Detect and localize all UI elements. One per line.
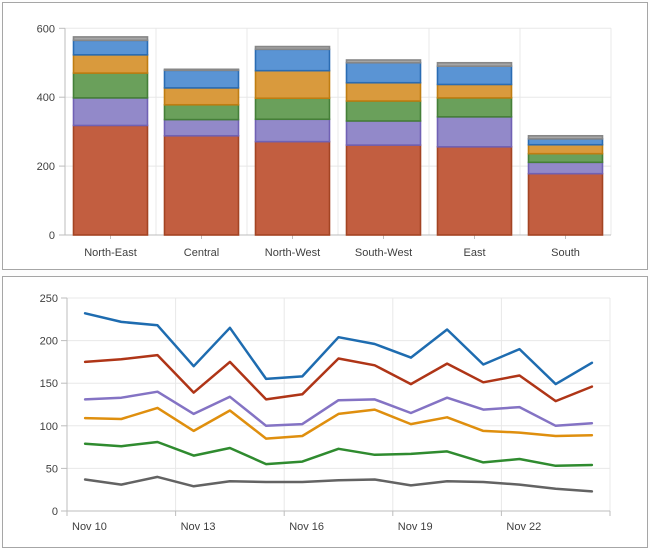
bar-segment-purple[interactable] <box>163 118 240 137</box>
bar-segment-green[interactable] <box>254 97 331 121</box>
y-axis-tick-label: 400 <box>37 92 55 104</box>
bar-segment-gray[interactable] <box>527 134 604 140</box>
y-axis-tick-label: 150 <box>40 378 58 390</box>
y-axis-tick-label: 50 <box>46 463 58 475</box>
stacked-bar-chart: 0 200 400 600 North-East Central North-West Sou… <box>37 23 612 259</box>
bar-segment-purple[interactable] <box>527 161 604 175</box>
bar-segment-green[interactable] <box>72 72 149 99</box>
bar-segment-gray[interactable] <box>345 59 422 64</box>
bar-segment-brown[interactable] <box>436 146 513 236</box>
x-axis-tick-label: Nov 13 <box>181 521 216 533</box>
bar-segment-brown[interactable] <box>163 134 240 236</box>
bar-segment-brown[interactable] <box>527 172 604 236</box>
bar-segment-purple[interactable] <box>72 97 149 127</box>
x-axis-category-label: Central <box>184 247 219 259</box>
line-series-orange[interactable] <box>83 406 594 440</box>
y-axis-tick-label: 600 <box>37 23 55 35</box>
line-series-purple[interactable] <box>83 390 594 428</box>
line-series-blue[interactable] <box>83 312 594 386</box>
bar-segment-blue[interactable] <box>72 39 149 56</box>
bar-segment-orange[interactable] <box>345 81 422 102</box>
x-axis-category-label: North-West <box>265 247 320 259</box>
bar-segment-orange[interactable] <box>527 143 604 155</box>
bar-segment-blue[interactable] <box>436 65 513 86</box>
bar-segment-gray[interactable] <box>72 36 149 42</box>
bar-segment-blue[interactable] <box>163 69 240 89</box>
bar-segment-brown[interactable] <box>72 124 149 236</box>
x-axis-category-label: South-West <box>355 247 412 259</box>
bar-segment-gray[interactable] <box>436 61 513 67</box>
bar-segment-green[interactable] <box>436 97 513 118</box>
line-series-red[interactable] <box>83 353 594 403</box>
bar-segment-blue[interactable] <box>345 61 422 84</box>
bar-segment-blue[interactable] <box>527 138 604 146</box>
x-axis-tick-label: Nov 22 <box>506 521 541 533</box>
line-chart: 0 50 100 150 200 250 Nov 10 Nov 13 Nov 16 Nov 19 N… <box>40 293 611 533</box>
y-axis-tick-label: 0 <box>52 506 58 518</box>
x-axis-tick-label: Nov 19 <box>398 521 433 533</box>
y-axis-tick-label: 200 <box>40 336 58 348</box>
x-axis-category-label: South <box>551 247 580 259</box>
bar-segment-purple[interactable] <box>345 120 422 146</box>
bar-segment-purple[interactable] <box>436 116 513 148</box>
y-axis-tick-label: 0 <box>49 230 55 242</box>
bar-segment-orange[interactable] <box>163 87 240 106</box>
bar-segment-orange[interactable] <box>254 69 331 100</box>
bar-segment-green[interactable] <box>345 100 422 122</box>
x-axis-tick-label: Nov 16 <box>289 521 324 533</box>
bar-segment-brown[interactable] <box>345 144 422 236</box>
line-series-gray[interactable] <box>83 475 594 493</box>
bar-segment-green[interactable] <box>163 103 240 121</box>
bar-segment-brown[interactable] <box>254 140 331 236</box>
stacked-bar-chart-panel: 0 200 400 600 North-East Central North-West Sou… <box>2 2 648 270</box>
y-axis-tick-label: 100 <box>40 421 58 433</box>
line-chart-panel: 0 50 100 150 200 250 Nov 10 Nov 13 Nov 16 Nov 19 N… <box>2 276 648 548</box>
x-axis-tick-label: Nov 10 <box>72 521 107 533</box>
x-axis-category-label: North-East <box>84 247 137 259</box>
bar-segment-gray[interactable] <box>163 68 240 72</box>
x-axis-category-label: East <box>463 247 485 259</box>
bar-segment-orange[interactable] <box>72 54 149 74</box>
bar-segment-green[interactable] <box>527 152 604 164</box>
y-axis-tick-label: 250 <box>40 293 58 305</box>
bar-segment-orange[interactable] <box>436 83 513 99</box>
y-axis-tick-label: 200 <box>37 161 55 173</box>
bar-segment-gray[interactable] <box>254 45 331 51</box>
line-series-green[interactable] <box>83 440 594 468</box>
bar-segment-purple[interactable] <box>254 118 331 143</box>
bar-segment-blue[interactable] <box>254 48 331 72</box>
